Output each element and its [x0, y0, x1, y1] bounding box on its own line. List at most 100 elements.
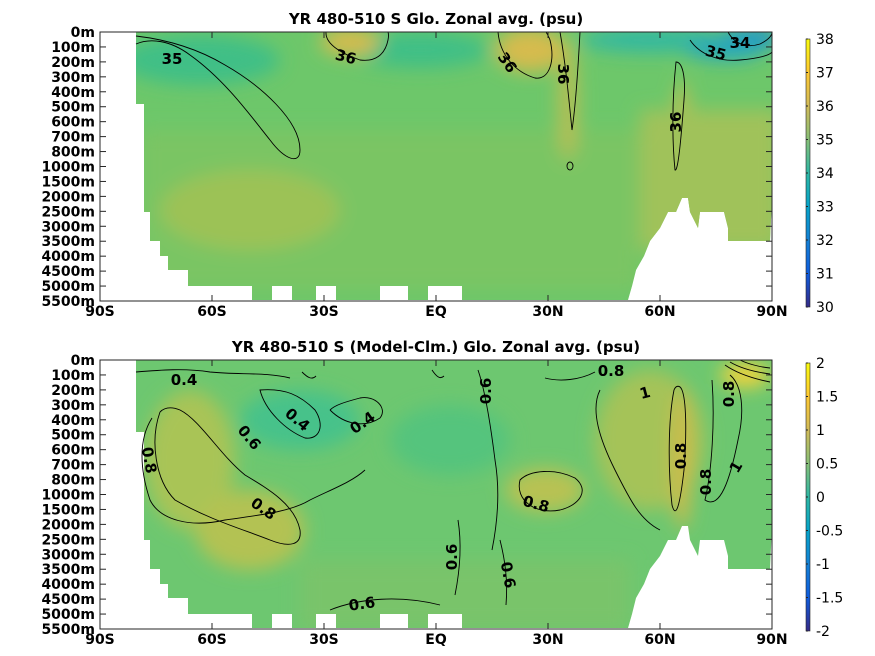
contour-label: 36 [667, 112, 685, 133]
x-axis-ticks: 90S 60S 30S EQ 30N 60N 90N [85, 32, 788, 320]
y-tick-label: 4000m [41, 249, 95, 265]
y-tick-label: 700m [51, 130, 95, 146]
y-tick-label: 4000m [41, 577, 95, 593]
contour-label: 0.8 [672, 443, 690, 470]
panel-title-difference: YR 480-510 S (Model-Clm.) Glo. Zonal avg… [231, 338, 640, 356]
salinity-field [136, 32, 772, 300]
colorbar-tick-label: 36 [816, 99, 834, 115]
x-tick-label: 30S [309, 304, 339, 320]
y-axis-ticks: 0m100m200m300m400m500m600m700m800m1000m1… [41, 25, 772, 310]
colorbar-tick-label: -1 [816, 557, 830, 573]
colorbar-tick-label: 37 [816, 66, 834, 82]
x-tick-label: 90N [756, 304, 787, 320]
colorbar-tick-label: 0 [816, 490, 825, 506]
y-tick-label: 1500m [41, 502, 95, 518]
y-tick-label: 800m [51, 145, 95, 161]
salinity-panel: YR 480-510 S Glo. Zonal avg. (psu) [41, 10, 833, 320]
x-tick-label: 60S [197, 632, 227, 648]
x-tick-label: EQ [425, 632, 447, 648]
contour-label: 35 [703, 42, 728, 65]
colorbar-ticks: 2 1.5 1 0.5 0 -0.5 -1 -1.5 -2 [806, 356, 843, 640]
y-tick-label: 800m [51, 473, 95, 489]
y-tick-label: 1500m [41, 174, 95, 190]
y-tick-label: 4500m [41, 592, 95, 608]
difference-field [136, 360, 772, 628]
contour-label: 1 [638, 383, 653, 403]
y-tick-label: 2500m [41, 204, 95, 220]
y-tick-label: 5000m [41, 279, 95, 295]
colorbar-tick-label: 0.5 [816, 457, 838, 473]
contour-label: 35 [162, 50, 183, 68]
y-tick-label: 100m [51, 368, 95, 384]
y-tick-label: 500m [51, 428, 95, 444]
x-tick-label: 30N [532, 632, 563, 648]
colorbar-tick-label: -2 [816, 624, 830, 640]
colorbar-tick-label: 32 [816, 233, 834, 249]
colorbar-tick-label: 30 [816, 300, 834, 316]
contour-label: 0.8 [720, 381, 738, 408]
y-tick-label: 200m [51, 55, 95, 71]
contour-label: 0.6 [477, 378, 495, 405]
colorbar-tick-label: 35 [816, 133, 834, 149]
colorbar-tick-label: 34 [816, 166, 834, 182]
contour-label: 36 [554, 64, 572, 85]
y-tick-label: 0m [71, 25, 95, 41]
contour-label: 0.4 [171, 371, 198, 389]
y-tick-label: 700m [51, 458, 95, 474]
colorbar-tick-label: 1.5 [816, 390, 838, 406]
salinity-contour-labels: 35 36 36 36 36 35 34 [162, 34, 751, 132]
y-tick-label: 3000m [41, 547, 95, 563]
contour-label: 0.6 [497, 560, 519, 589]
colorbar-ticks: 38 37 36 35 34 33 32 31 30 [806, 32, 834, 316]
y-tick-label: 4500m [41, 264, 95, 280]
colorbar-tick-label: 1 [816, 423, 825, 439]
y-tick-label: 1000m [41, 488, 95, 504]
x-tick-label: 30S [309, 632, 339, 648]
contour-label: 0.6 [348, 593, 377, 615]
y-tick-label: 0m [71, 353, 95, 369]
y-tick-label: 3500m [41, 562, 95, 578]
y-tick-label: 5500m [41, 622, 95, 638]
contour-label: 0.6 [443, 544, 461, 571]
y-tick-label: 100m [51, 40, 95, 56]
y-tick-label: 200m [51, 383, 95, 399]
x-tick-label: 60N [644, 304, 675, 320]
y-tick-label: 400m [51, 85, 95, 101]
x-tick-label: 90N [756, 632, 787, 648]
y-tick-label: 5000m [41, 607, 95, 623]
y-tick-label: 5500m [41, 294, 95, 310]
colorbar-tick-label: 33 [816, 200, 834, 216]
y-tick-label: 3500m [41, 234, 95, 250]
colorbar-tick-label: 38 [816, 32, 834, 48]
colorbar-tick-label: -0.5 [816, 524, 843, 540]
difference-panel: YR 480-510 S (Model-Clm.) Glo. Zonal avg… [41, 338, 843, 648]
x-tick-label: 60N [644, 632, 675, 648]
x-tick-label: 90S [85, 632, 115, 648]
x-tick-label: 30N [532, 304, 563, 320]
x-tick-label: EQ [425, 304, 447, 320]
y-tick-label: 2000m [41, 517, 95, 533]
y-tick-label: 600m [51, 115, 95, 131]
y-axis-ticks: 0m100m200m300m400m500m600m700m800m1000m1… [41, 353, 772, 638]
y-tick-label: 300m [51, 70, 95, 86]
y-tick-label: 400m [51, 413, 95, 429]
x-tick-label: 60S [197, 304, 227, 320]
colorbar-tick-label: 2 [816, 356, 825, 372]
difference-contours [135, 359, 771, 611]
y-tick-label: 3000m [41, 219, 95, 235]
contour-label: 0.8 [697, 469, 715, 496]
salinity-contours [135, 31, 773, 171]
contour-label: 34 [730, 34, 751, 52]
y-tick-label: 500m [51, 100, 95, 116]
contour-label: 36 [333, 46, 358, 69]
contour-label: 0.8 [598, 362, 625, 380]
colorbar-tick-label: 31 [816, 267, 834, 283]
y-tick-label: 2000m [41, 189, 95, 205]
x-tick-label: 90S [85, 304, 115, 320]
y-tick-label: 2500m [41, 532, 95, 548]
contour-label: 0.8 [138, 446, 160, 475]
panel-title-salinity: YR 480-510 S Glo. Zonal avg. (psu) [288, 10, 583, 28]
colorbar-tick-label: -1.5 [816, 591, 843, 607]
y-tick-label: 1000m [41, 160, 95, 176]
